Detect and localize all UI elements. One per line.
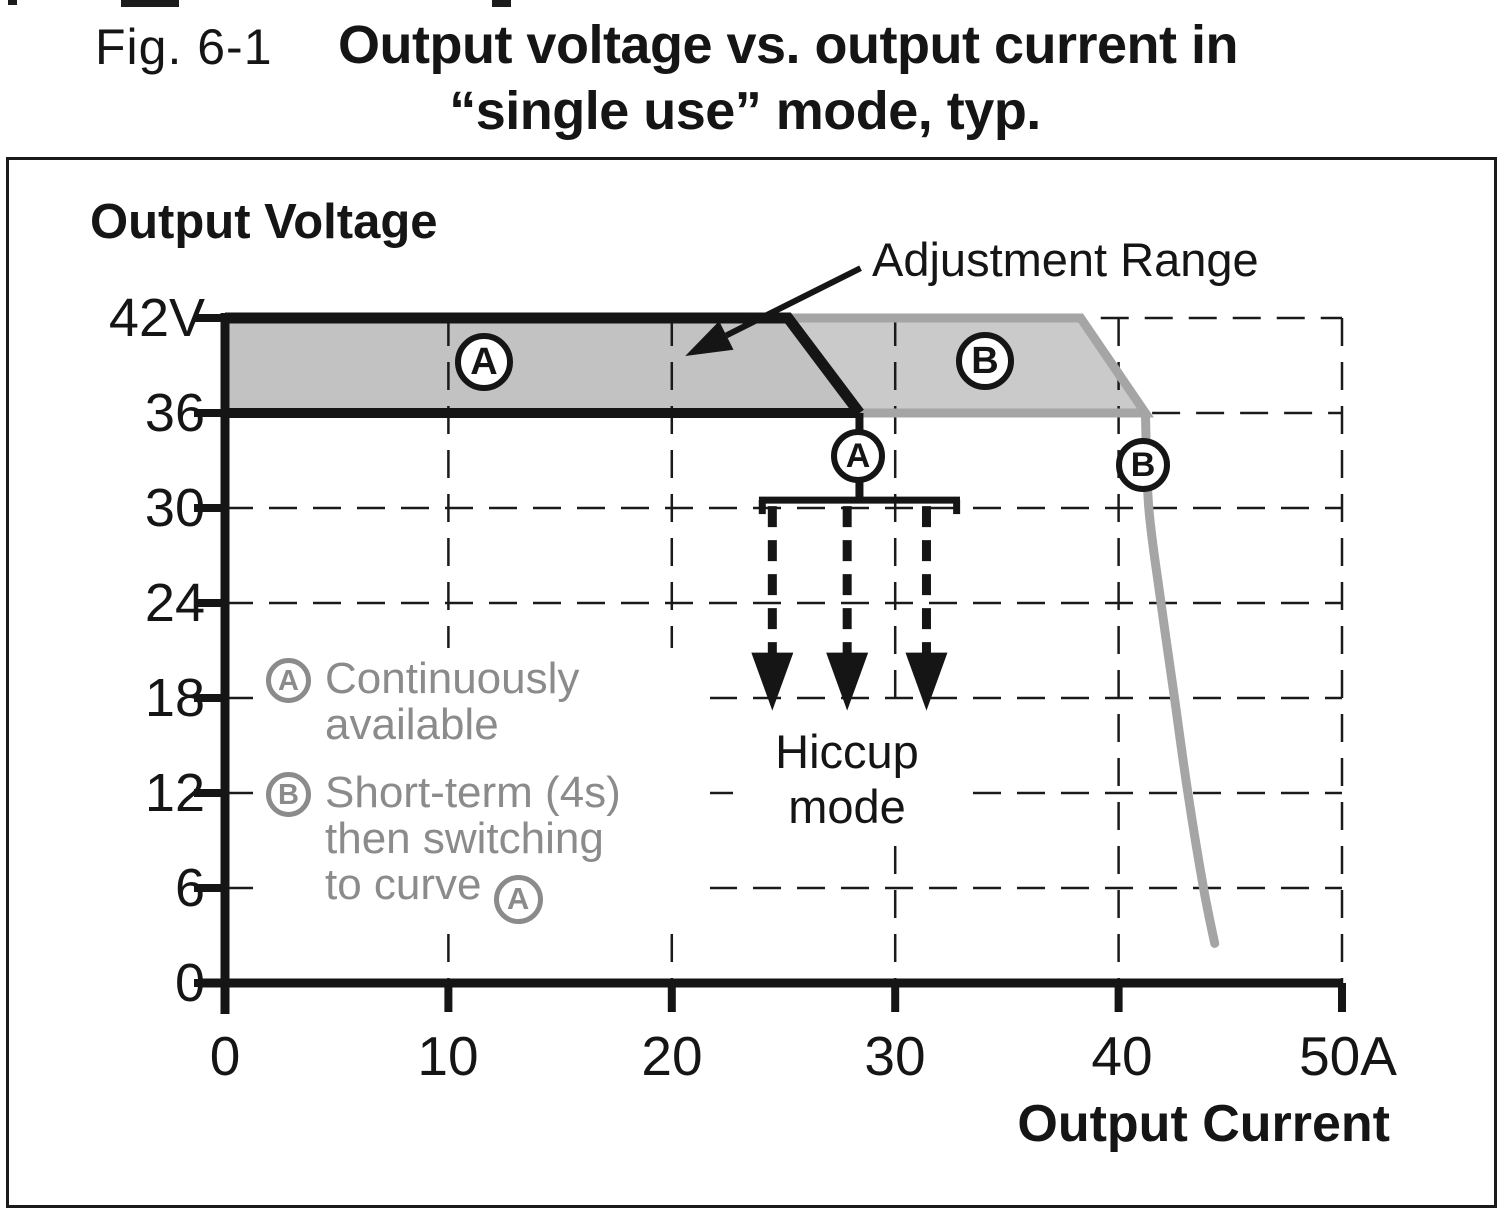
legend-row-b: B Short-term (4s) then switching to curv…: [266, 770, 710, 924]
legend-b-line3-text: to curve: [325, 860, 482, 909]
legend-circle-a-icon: A: [266, 658, 311, 703]
legend-a-line1: Continuously: [325, 654, 580, 703]
hiccup-mode-label: Hiccup mode: [733, 714, 961, 834]
y-tick-label-0: 0: [174, 953, 205, 1013]
curve-b-band-marker: B: [956, 332, 1014, 390]
legend: A Continuously available B Short-term (4…: [258, 648, 710, 934]
x-axis-title: Output Current: [1017, 1095, 1390, 1153]
y-tick-label-42v: 42V: [108, 288, 205, 348]
adjustment-range-leader: [724, 265, 862, 339]
legend-circle-b-icon: B: [266, 772, 311, 817]
figure-title-line2: “single use” mode, typ.: [449, 81, 1041, 141]
scan-artifact: [8, 0, 17, 5]
curve-b-band-outline: [780, 313, 1154, 418]
hiccup-arrow-head-icon: [826, 652, 869, 711]
band-a-fill: [225, 318, 860, 413]
y-axis-title: Output Voltage: [90, 195, 438, 249]
figure-number: Fig. 6-1: [95, 19, 273, 75]
y-tick-label-12: 12: [144, 763, 205, 823]
y-tick-label-24: 24: [144, 573, 205, 633]
curve-a-band-marker: A: [455, 333, 513, 391]
hiccup-arrow-head-icon: [905, 652, 948, 711]
x-tick-label-30: 30: [864, 1025, 926, 1087]
curve-a-limit-marker: A: [831, 429, 885, 483]
adjustment-range-arrow-head-icon: [685, 321, 734, 357]
x-tick-label-0: 0: [209, 1025, 241, 1087]
adjustment-range-label: Adjustment Range: [872, 233, 1259, 286]
figure-title-line1: Output voltage vs. output current in: [338, 15, 1239, 75]
curve-b-overload-curve: [1140, 408, 1220, 948]
legend-text-b: Short-term (4s) then switching to curve A: [325, 770, 710, 924]
curve-b-limit-marker: B: [1116, 438, 1170, 492]
x-tick-label-10: 10: [417, 1025, 479, 1087]
y-tick-label-18: 18: [144, 668, 205, 728]
scan-artifact: [492, 0, 511, 7]
legend-b-line1: Short-term (4s): [325, 768, 621, 817]
y-tick-label-6: 6: [174, 858, 205, 918]
legend-a-line2: available: [325, 700, 499, 749]
x-tick-label-50a: 50A: [1299, 1025, 1397, 1087]
x-tick-label-20: 20: [641, 1025, 703, 1087]
scan-artifact: [121, 0, 179, 7]
x-tick-label-40: 40: [1091, 1025, 1153, 1087]
hiccup-arrow-head-icon: [751, 652, 794, 711]
y-tick-label-30: 30: [144, 478, 205, 538]
legend-circle-a-inline-icon: A: [493, 874, 543, 924]
hiccup-line2: mode: [788, 780, 906, 833]
curve-a-outline: [225, 312, 864, 417]
y-tick-label-36: 36: [144, 383, 205, 443]
hiccup-line1: Hiccup: [775, 725, 919, 778]
legend-text-a: Continuously available: [325, 656, 710, 748]
legend-b-line2: then switching: [325, 814, 604, 863]
legend-b-line3: to curve A: [325, 862, 710, 924]
legend-row-a: A Continuously available: [266, 656, 710, 748]
